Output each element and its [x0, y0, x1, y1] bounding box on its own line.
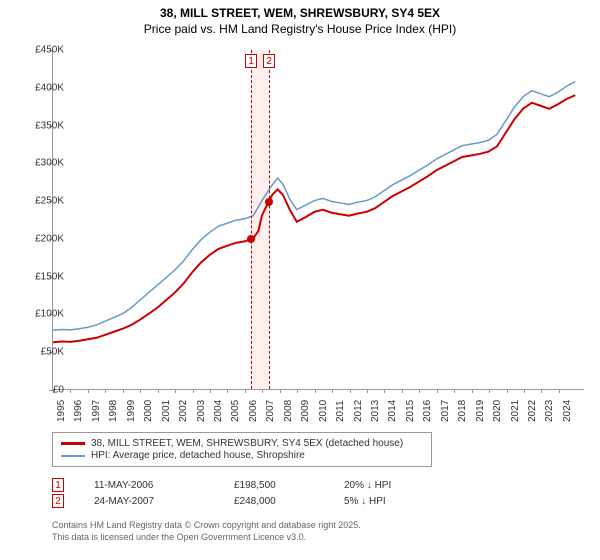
sale-point: [247, 235, 255, 243]
x-axis-label: 1995: [56, 400, 67, 422]
x-axis-label: 2007: [265, 400, 276, 422]
sale-point: [265, 198, 273, 206]
y-axis-label: £50K: [16, 347, 64, 358]
series-line-property: [53, 95, 575, 342]
x-axis-label: 2018: [457, 400, 468, 422]
legend: 38, MILL STREET, WEM, SHREWSBURY, SY4 5E…: [52, 432, 432, 467]
x-axis-label: 2000: [143, 400, 154, 422]
x-axis-label: 1998: [108, 400, 119, 422]
sale-date: 11-MAY-2006: [94, 480, 204, 491]
x-axis-label: 2001: [161, 400, 172, 422]
x-axis-label: 2017: [440, 400, 451, 422]
legend-label-property: 38, MILL STREET, WEM, SHREWSBURY, SY4 5E…: [91, 438, 403, 449]
legend-swatch-property: [61, 442, 85, 445]
sale-num-box: 1: [52, 478, 64, 492]
x-axis-label: 2023: [544, 400, 555, 422]
x-axis-label: 2006: [248, 400, 259, 422]
x-axis-label: 2012: [353, 400, 364, 422]
legend-item-hpi: HPI: Average price, detached house, Shro…: [61, 450, 423, 461]
x-axis-label: 2016: [422, 400, 433, 422]
x-axis-label: 2024: [562, 400, 573, 422]
x-axis-label: 1997: [91, 400, 102, 422]
x-axis-label: 2005: [230, 400, 241, 422]
footer-line2: This data is licensed under the Open Gov…: [52, 532, 361, 544]
footer-attribution: Contains HM Land Registry data © Crown c…: [52, 520, 361, 543]
series-line-hpi: [53, 82, 575, 331]
y-axis-label: £350K: [16, 120, 64, 131]
sale-marker-line: [251, 50, 252, 389]
x-axis-label: 2010: [318, 400, 329, 422]
sale-marker-label: 2: [263, 54, 275, 68]
legend-label-hpi: HPI: Average price, detached house, Shro…: [91, 450, 305, 461]
x-axis-label: 2019: [475, 400, 486, 422]
chart-title-address: 38, MILL STREET, WEM, SHREWSBURY, SY4 5E…: [0, 6, 600, 20]
x-axis-label: 2008: [283, 400, 294, 422]
x-axis-label: 2004: [213, 400, 224, 422]
sale-row: 1 11-MAY-2006 £198,500 20% ↓ HPI: [52, 478, 444, 492]
y-axis-label: £200K: [16, 233, 64, 244]
sale-price: £198,500: [234, 480, 314, 491]
sale-date: 24-MAY-2007: [94, 496, 204, 507]
sale-num-box: 2: [52, 494, 64, 508]
sale-row: 2 24-MAY-2007 £248,000 5% ↓ HPI: [52, 494, 444, 508]
chart-title-sub: Price paid vs. HM Land Registry's House …: [0, 22, 600, 36]
x-axis-label: 2020: [492, 400, 503, 422]
sale-vs-hpi: 20% ↓ HPI: [344, 480, 444, 491]
y-axis-label: £300K: [16, 158, 64, 169]
chart-plot-area: 12: [52, 50, 584, 390]
y-axis-label: £0: [16, 385, 64, 396]
sale-marker-line: [269, 50, 270, 389]
y-axis-label: £150K: [16, 271, 64, 282]
sales-table: 1 11-MAY-2006 £198,500 20% ↓ HPI 2 24-MAY-200…: [52, 476, 444, 510]
x-axis-label: 1999: [126, 400, 137, 422]
y-axis-label: £400K: [16, 82, 64, 93]
y-axis-label: £450K: [16, 45, 64, 56]
sale-marker-label: 1: [245, 54, 257, 68]
x-axis-label: 1996: [73, 400, 84, 422]
x-axis-label: 2003: [196, 400, 207, 422]
x-axis-label: 2021: [510, 400, 521, 422]
sale-vs-hpi: 5% ↓ HPI: [344, 496, 444, 507]
legend-item-property: 38, MILL STREET, WEM, SHREWSBURY, SY4 5E…: [61, 438, 423, 449]
x-axis-label: 2014: [387, 400, 398, 422]
x-axis-label: 2011: [335, 400, 346, 422]
footer-line1: Contains HM Land Registry data © Crown c…: [52, 520, 361, 532]
x-axis-label: 2015: [405, 400, 416, 422]
x-axis-label: 2002: [178, 400, 189, 422]
x-axis-label: 2013: [370, 400, 381, 422]
sale-price: £248,000: [234, 496, 314, 507]
legend-swatch-hpi: [61, 455, 85, 457]
x-axis-label: 2009: [300, 400, 311, 422]
y-axis-label: £250K: [16, 196, 64, 207]
x-axis-label: 2022: [527, 400, 538, 422]
y-axis-label: £100K: [16, 309, 64, 320]
